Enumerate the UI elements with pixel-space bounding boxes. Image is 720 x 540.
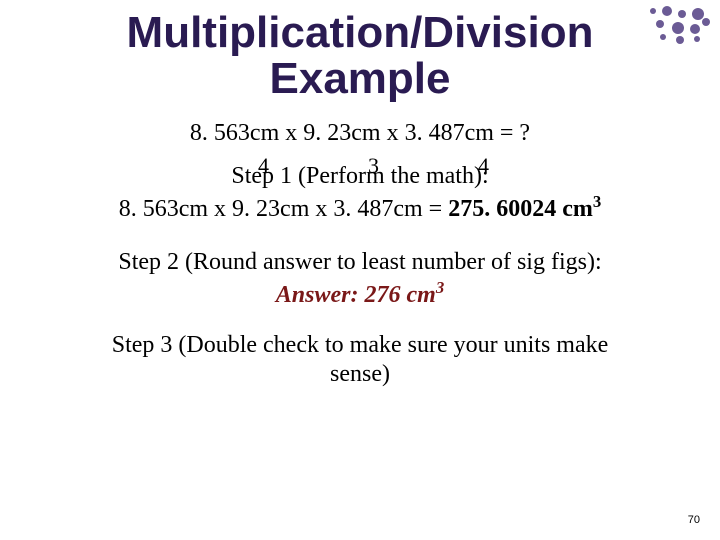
step2-text: Step 2 (Round answer to least number of …: [118, 249, 601, 275]
step1-label-text: Step 1 (Perform the math):: [231, 163, 488, 189]
page-number-text: 70: [688, 514, 700, 526]
sigfig-count: 3: [368, 153, 379, 179]
step1-exponent: 3: [593, 192, 601, 211]
step1-math: 8. 563cm x 9. 23cm x 3. 487cm = 275. 600…: [30, 192, 690, 223]
answer-exponent: 3: [436, 278, 444, 297]
step3-line2: sense): [330, 361, 390, 387]
final-answer: Answer: 276 cm3: [30, 278, 690, 309]
title-line1: Multiplication/Division: [127, 8, 594, 57]
problem-text: 8. 563cm x 9. 23cm x 3. 487cm = ?: [190, 120, 530, 146]
decor-dot: [694, 36, 700, 42]
sigfig-annotations: 434: [30, 153, 690, 163]
title-line2: Example: [270, 54, 451, 103]
slide-title: Multiplication/Division Example: [30, 10, 690, 102]
corner-decor: [650, 6, 710, 46]
page-number: 70: [688, 514, 700, 526]
decor-dot: [650, 8, 656, 14]
decor-dot: [672, 22, 684, 34]
step1-expression: 8. 563cm x 9. 23cm x 3. 487cm =: [119, 196, 449, 222]
step1-label: Step 1 (Perform the math):: [30, 163, 690, 190]
problem-statement: 8. 563cm x 9. 23cm x 3. 487cm = ?: [30, 120, 690, 147]
sigfig-count: 4: [258, 153, 269, 179]
decor-dot: [676, 36, 684, 44]
step2-label: Step 2 (Round answer to least number of …: [30, 249, 690, 276]
answer-text: Answer: 276 cm: [276, 282, 436, 308]
step1-result: 275. 60024 cm: [448, 196, 593, 222]
decor-dot: [690, 24, 700, 34]
decor-dot: [656, 20, 664, 28]
step3-line1: Step 3 (Double check to make sure your u…: [112, 332, 609, 358]
decor-dot: [662, 6, 672, 16]
sigfig-count: 4: [478, 153, 489, 179]
decor-dot: [678, 10, 686, 18]
decor-dot: [660, 34, 666, 40]
decor-dot: [702, 18, 710, 26]
slide-container: Multiplication/Division Example 8. 563cm…: [0, 0, 720, 540]
step3-label: Step 3 (Double check to make sure your u…: [30, 331, 690, 389]
